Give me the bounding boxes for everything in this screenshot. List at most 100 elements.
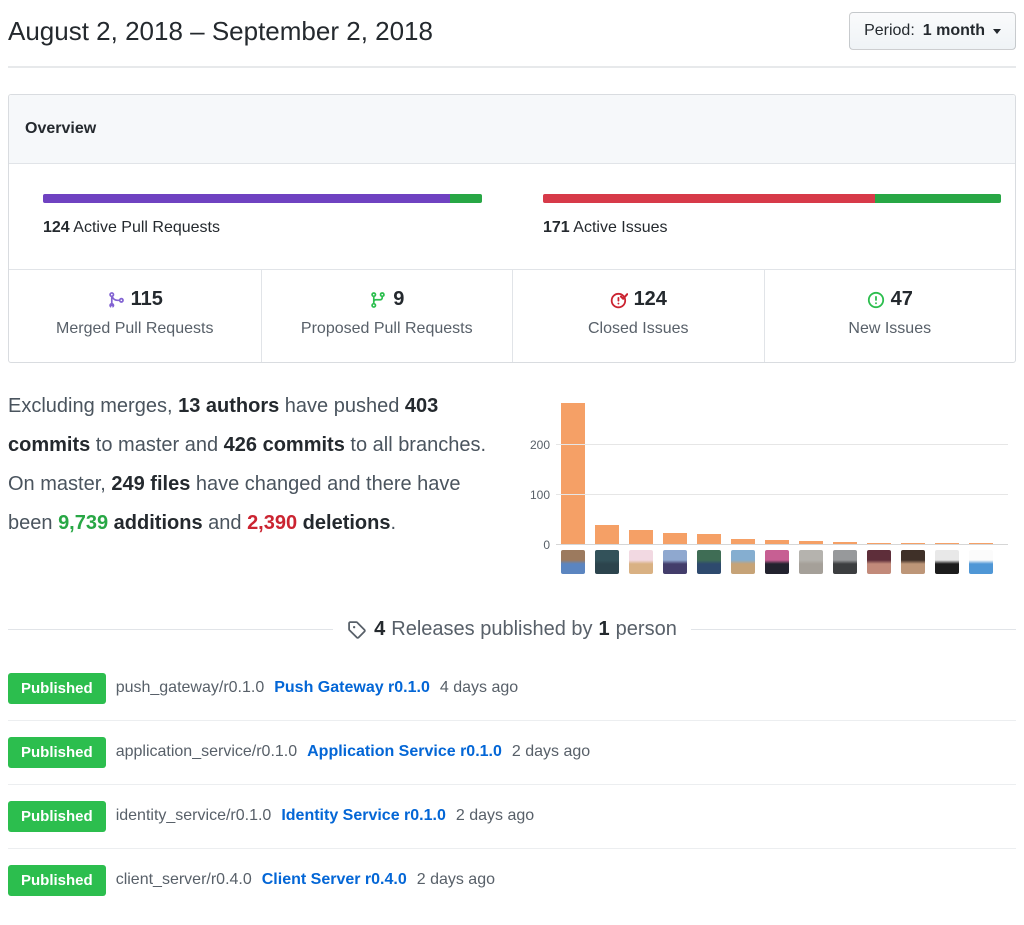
proposed-pr-meter-segment — [450, 194, 482, 203]
release-tag-name: push_gateway/r0.1.0 — [115, 679, 265, 696]
activity-meters: 124 Active Pull Requests 171 Active Issu… — [9, 164, 1015, 269]
avatar-author-11[interactable] — [901, 549, 925, 574]
chart-plot-area — [556, 393, 1008, 545]
avatar-author-7[interactable] — [765, 549, 789, 574]
closed-issues-meter-segment — [543, 194, 876, 203]
active-pull-requests-label: 124 Active Pull Requests — [43, 219, 482, 237]
commit-bar-author-2 — [595, 524, 619, 545]
avatar-author-13[interactable] — [969, 549, 993, 574]
avatar-author-6[interactable] — [731, 549, 755, 574]
merged-pr-meter-segment — [43, 194, 451, 203]
release-title-link[interactable]: Application Service r0.1.0 — [307, 743, 502, 760]
release-timestamp: 2 days ago — [511, 743, 591, 760]
commit-bar-author-1 — [561, 403, 585, 545]
stat-value: 115 — [130, 288, 163, 310]
y-tick-label: 200 — [529, 437, 550, 452]
avatar-author-9[interactable] — [833, 549, 857, 574]
release-row: Published push_gateway/r0.1.0 Push Gateway… — [8, 657, 1016, 721]
gridline-200 — [556, 443, 1008, 445]
overview-card: Overview 124 Active Pull Requests 171 Ac… — [8, 94, 1016, 363]
chart-y-axis: 0 100 200 — [524, 393, 556, 552]
avatar-author-5[interactable] — [697, 549, 721, 574]
pull-requests-meter-block: 124 Active Pull Requests — [9, 194, 512, 237]
release-timestamp: 2 days ago — [416, 871, 495, 888]
git-merge-icon — [108, 291, 124, 308]
release-row: Published application_service/r0.1.0 Appli… — [8, 721, 1016, 785]
new-issues-meter-segment — [875, 194, 1001, 203]
summary-segment: . — [390, 511, 397, 534]
summary-segment: have pushed — [279, 394, 405, 417]
summary-segment: and — [202, 511, 248, 534]
published-badge: Published — [8, 800, 106, 832]
release-timestamp: 4 days ago — [439, 679, 519, 696]
commit-bar-author-4 — [663, 532, 687, 545]
y-tick-label: 100 — [529, 487, 550, 502]
stat-value: 124 — [633, 288, 667, 310]
header-divider — [8, 66, 1016, 68]
gridline-0 — [556, 543, 1008, 545]
avatar-author-4[interactable] — [663, 549, 687, 574]
gridline-100 — [556, 493, 1008, 495]
active-issues-label: 171 Active Issues — [543, 219, 1001, 237]
issues-meter-block: 171 Active Issues — [512, 194, 1015, 237]
release-title-link[interactable]: Client Server r0.4.0 — [261, 871, 407, 888]
commit-bar-author-9 — [833, 542, 857, 545]
releases-heading: 4 Releases published by 1 person — [333, 618, 691, 641]
release-row: Published identity_service/r0.1.0 Identity… — [8, 785, 1016, 849]
summary-segment: 13 authors — [178, 394, 280, 417]
page-title: August 2, 2018 – September 2, 2018 — [8, 15, 433, 46]
summary-segment: Excluding merges, — [8, 394, 179, 417]
stat-label: Merged Pull Requests — [56, 319, 214, 337]
stat-label: New Issues — [848, 319, 932, 337]
commit-bar-author-6 — [731, 538, 755, 545]
overview-card-title: Overview — [9, 95, 1015, 164]
published-badge: Published — [8, 736, 106, 768]
stat-value: 9 — [393, 288, 405, 310]
avatar-author-1[interactable] — [561, 549, 585, 574]
avatar-author-8[interactable] — [799, 549, 823, 574]
summary-segment: deletions — [297, 511, 391, 534]
commits-per-author-chart: 0 100 200 — [520, 393, 1008, 574]
active-pr-count: 124 — [43, 219, 70, 236]
divider-line-right — [690, 628, 1016, 630]
stat-label: Proposed Pull Requests — [300, 319, 473, 337]
release-tag-name: application_service/r0.1.0 — [115, 743, 298, 760]
release-count: 4 — [374, 617, 386, 640]
release-title-link[interactable]: Push Gateway r0.1.0 — [274, 679, 430, 696]
release-timestamp: 2 days ago — [455, 807, 535, 824]
active-issues-count: 171 — [543, 219, 570, 236]
chart-bars — [556, 403, 1008, 545]
commit-bar-author-3 — [629, 530, 653, 545]
overview-stats-row: 115 Merged Pull Requests 9 Proposed Pull Re… — [9, 269, 1015, 362]
avatar-author-3[interactable] — [629, 549, 653, 574]
avatar-author-2[interactable] — [595, 549, 619, 574]
stat-cell-new-issues: 47 New Issues — [763, 270, 1016, 362]
issue-closed-icon — [610, 292, 628, 308]
author-avatar-row — [556, 549, 1008, 574]
avatar-author-12[interactable] — [935, 549, 959, 574]
commit-bar-author-7 — [765, 540, 789, 545]
stat-label: Closed Issues — [588, 319, 689, 337]
summary-segment: have changed and there have been — [8, 472, 461, 534]
stat-cell-merged-pull-requests: 115 Merged Pull Requests — [9, 270, 261, 362]
period-selector-button[interactable]: Period: 1 month — [849, 12, 1016, 50]
release-author-count: 1 — [598, 617, 610, 640]
summary-segment: 403 commits — [8, 394, 439, 456]
period-value: 1 month — [922, 22, 985, 39]
avatar-author-10[interactable] — [867, 549, 891, 574]
y-tick-label: 0 — [543, 537, 550, 552]
stat-value: 47 — [890, 288, 913, 310]
release-list: Published push_gateway/r0.1.0 Push Gateway… — [8, 657, 1016, 912]
summary-segment: 249 files — [111, 472, 191, 495]
active-issues-text: Active Issues — [573, 219, 668, 236]
commit-summary-text: Excluding merges, 13 authors have pushed… — [8, 387, 520, 543]
commit-bar-author-5 — [697, 533, 721, 545]
active-pr-text: Active Pull Requests — [73, 219, 220, 236]
pulse-summary-section: Excluding merges, 13 authors have pushed… — [8, 387, 1016, 574]
stat-cell-proposed-pull-requests: 9 Proposed Pull Requests — [260, 270, 513, 362]
releases-heading-text2: person — [615, 617, 677, 640]
release-title-link[interactable]: Identity Service r0.1.0 — [281, 807, 446, 824]
tag-icon — [348, 620, 366, 639]
summary-segment: additions — [108, 511, 203, 534]
page-header: August 2, 2018 – September 2, 2018 Perio… — [8, 0, 1016, 50]
